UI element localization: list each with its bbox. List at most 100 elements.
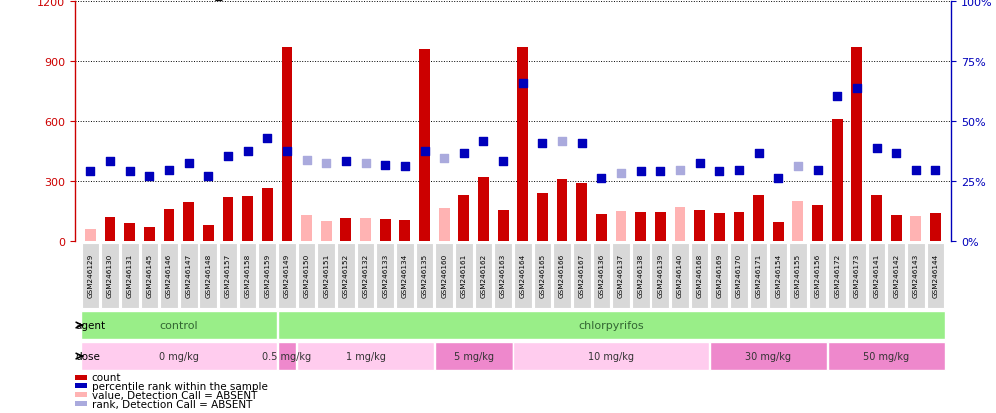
- Point: [751, 150, 767, 157]
- Text: 0 mg/kg: 0 mg/kg: [159, 351, 199, 361]
- Bar: [753, 196, 764, 242]
- FancyBboxPatch shape: [102, 243, 119, 309]
- Point: [554, 138, 570, 145]
- FancyBboxPatch shape: [593, 243, 611, 309]
- Bar: [105, 218, 116, 242]
- Point: [279, 148, 295, 155]
- Bar: [890, 216, 901, 242]
- Text: GSM246131: GSM246131: [126, 254, 132, 298]
- Bar: [537, 194, 548, 242]
- Bar: [498, 211, 509, 242]
- FancyBboxPatch shape: [219, 243, 237, 309]
- FancyBboxPatch shape: [631, 243, 649, 309]
- Bar: [557, 180, 568, 242]
- FancyBboxPatch shape: [434, 342, 513, 370]
- FancyBboxPatch shape: [514, 243, 532, 309]
- Bar: [282, 48, 293, 242]
- Point: [495, 159, 511, 165]
- Point: [416, 148, 432, 155]
- Bar: [222, 198, 233, 242]
- Text: dose: dose: [75, 351, 100, 361]
- FancyBboxPatch shape: [710, 342, 827, 370]
- Point: [240, 148, 256, 155]
- FancyBboxPatch shape: [651, 243, 669, 309]
- FancyBboxPatch shape: [513, 342, 709, 370]
- Text: 1 mg/kg: 1 mg/kg: [346, 351, 385, 361]
- Text: GSM246129: GSM246129: [88, 254, 94, 298]
- FancyBboxPatch shape: [357, 243, 374, 309]
- Text: GSM246149: GSM246149: [284, 254, 290, 298]
- FancyBboxPatch shape: [81, 342, 277, 370]
- Bar: [399, 221, 410, 242]
- Text: GSM246132: GSM246132: [363, 254, 369, 298]
- Bar: [478, 178, 489, 242]
- FancyBboxPatch shape: [278, 342, 297, 370]
- Text: GSM246173: GSM246173: [854, 254, 860, 298]
- Point: [614, 170, 629, 177]
- Point: [396, 164, 412, 170]
- Point: [220, 154, 236, 160]
- Text: control: control: [159, 320, 198, 330]
- Point: [810, 167, 826, 173]
- Text: GSM246162: GSM246162: [480, 254, 486, 298]
- Bar: [930, 214, 941, 242]
- Text: GSM246172: GSM246172: [835, 254, 841, 298]
- Point: [790, 164, 806, 170]
- Text: GSM246166: GSM246166: [559, 254, 565, 298]
- FancyBboxPatch shape: [121, 243, 138, 309]
- Text: 10 mg/kg: 10 mg/kg: [589, 351, 634, 361]
- Text: value, Detection Call = ABSENT: value, Detection Call = ABSENT: [92, 390, 257, 400]
- Text: GSM246142: GSM246142: [893, 254, 899, 298]
- Bar: [635, 213, 646, 242]
- Point: [574, 140, 590, 147]
- Text: GSM246164: GSM246164: [520, 254, 526, 298]
- FancyBboxPatch shape: [160, 243, 178, 309]
- Text: GSM246160: GSM246160: [441, 254, 447, 298]
- FancyBboxPatch shape: [750, 243, 768, 309]
- FancyBboxPatch shape: [239, 243, 257, 309]
- Text: GSM246137: GSM246137: [619, 254, 624, 298]
- Point: [770, 175, 786, 182]
- Text: GSM246154: GSM246154: [775, 254, 781, 298]
- Text: GSM246167: GSM246167: [579, 254, 585, 298]
- Point: [103, 159, 119, 165]
- Bar: [733, 213, 744, 242]
- Bar: [439, 209, 449, 242]
- Text: GSM246171: GSM246171: [756, 254, 762, 298]
- FancyBboxPatch shape: [573, 243, 591, 309]
- Bar: [75, 375, 87, 380]
- FancyBboxPatch shape: [553, 243, 571, 309]
- Bar: [124, 224, 135, 242]
- Point: [377, 162, 393, 169]
- Text: GSM246138: GSM246138: [637, 254, 643, 298]
- Text: GSM246136: GSM246136: [599, 254, 605, 298]
- Point: [888, 150, 904, 157]
- Bar: [321, 222, 332, 242]
- Point: [436, 155, 452, 161]
- FancyBboxPatch shape: [868, 243, 885, 309]
- Bar: [183, 203, 194, 242]
- Text: GSM246161: GSM246161: [461, 254, 467, 298]
- Text: agent: agent: [75, 320, 106, 330]
- Text: GSM246146: GSM246146: [166, 254, 172, 298]
- Text: 50 mg/kg: 50 mg/kg: [864, 351, 909, 361]
- FancyBboxPatch shape: [82, 243, 100, 309]
- FancyBboxPatch shape: [730, 243, 748, 309]
- Text: GSM246143: GSM246143: [912, 254, 918, 298]
- Point: [122, 169, 137, 175]
- Text: GSM246134: GSM246134: [401, 254, 407, 298]
- Point: [319, 160, 335, 167]
- Bar: [75, 392, 87, 397]
- Text: GSM246170: GSM246170: [736, 254, 742, 298]
- FancyBboxPatch shape: [848, 243, 866, 309]
- Bar: [832, 120, 843, 242]
- FancyBboxPatch shape: [475, 243, 492, 309]
- Bar: [910, 217, 921, 242]
- Text: GDS3143 / 1376728_at: GDS3143 / 1376728_at: [75, 0, 236, 1]
- Text: rank, Detection Call = ABSENT: rank, Detection Call = ABSENT: [92, 399, 252, 408]
- Text: GSM246147: GSM246147: [185, 254, 191, 298]
- Text: chlorpyrifos: chlorpyrifos: [579, 320, 644, 330]
- Point: [711, 169, 727, 175]
- FancyBboxPatch shape: [199, 243, 217, 309]
- FancyBboxPatch shape: [278, 311, 945, 339]
